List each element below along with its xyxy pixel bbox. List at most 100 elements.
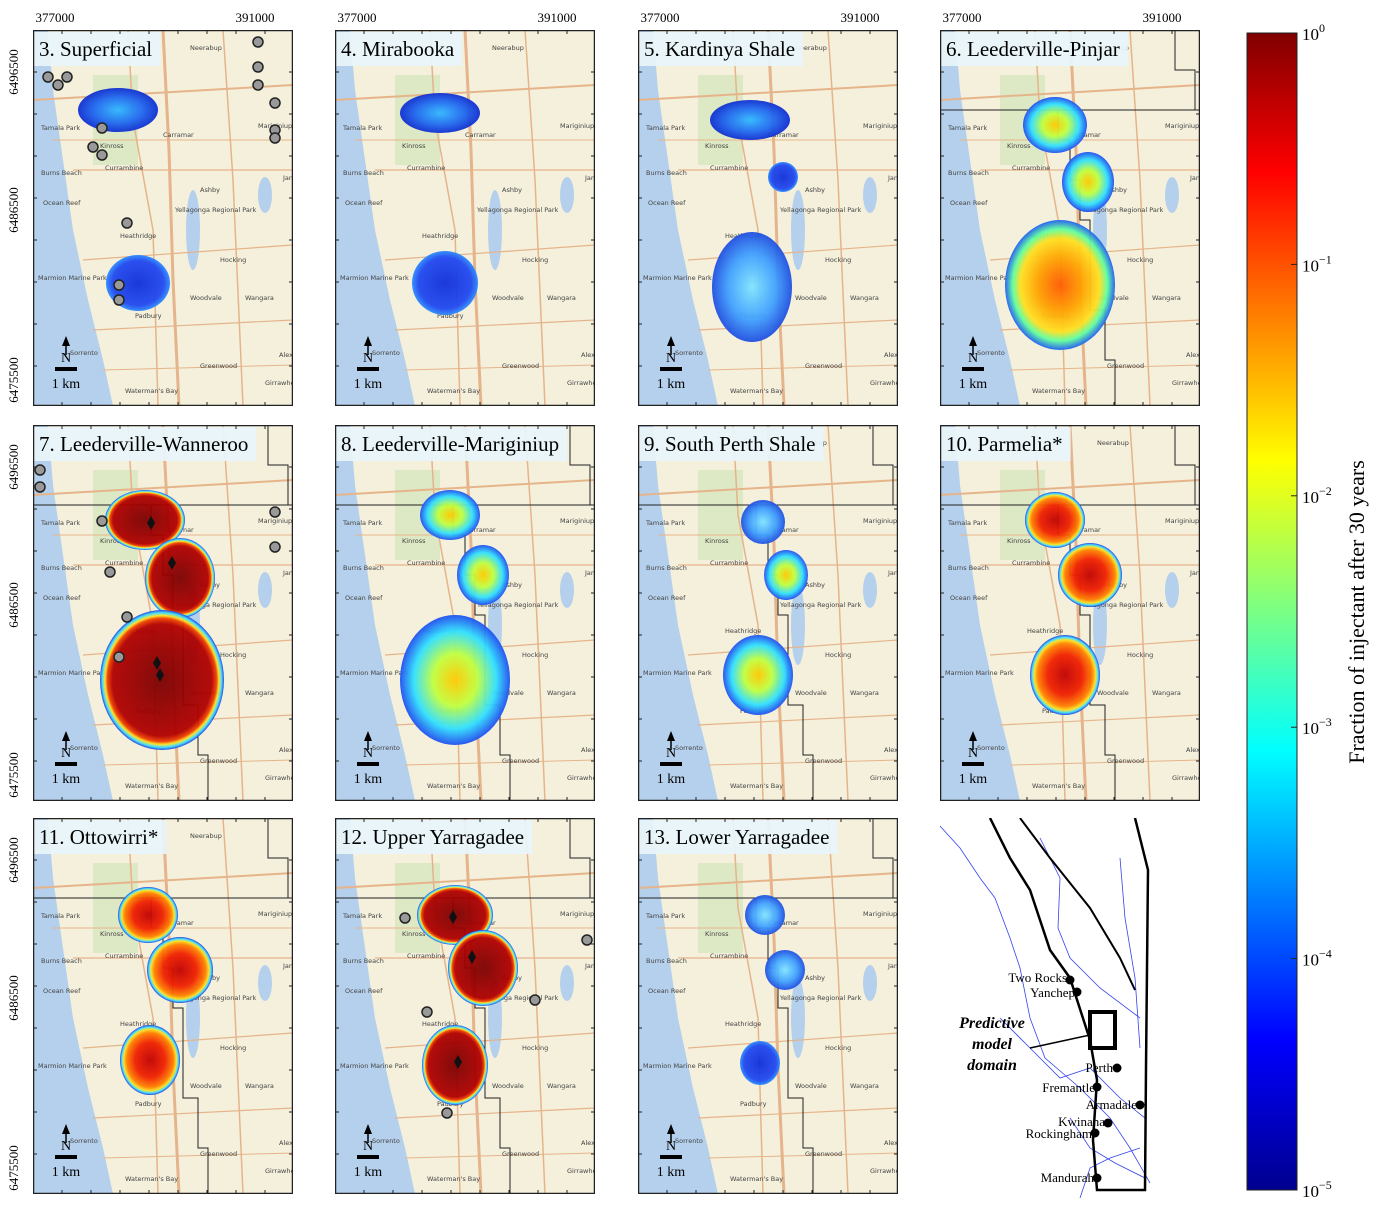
map-label: Hocking	[522, 256, 548, 264]
map-label: Ocean Reef	[43, 199, 81, 207]
map-panel: NeerabupTamala ParkKinrossCarramarMarigi…	[335, 818, 616, 1194]
north-label: N	[666, 746, 676, 761]
map-label: Marmion Marine Park	[945, 669, 1014, 677]
plume	[741, 500, 785, 544]
map-label: Currambine	[710, 164, 748, 172]
figure: NeerabupTamala ParkKinrossCarramarMarigi…	[0, 0, 1383, 1200]
well	[122, 218, 132, 228]
map-label: Waterman's Bay	[1032, 387, 1085, 395]
river	[1120, 858, 1140, 1048]
map-panel: NeerabupTamala ParkKinrossCarramarMarigi…	[335, 30, 616, 406]
plume	[1062, 152, 1114, 212]
well	[253, 62, 263, 72]
map-label: Hocking	[522, 651, 548, 659]
plume	[723, 635, 793, 715]
map-label: Woodvale	[1097, 689, 1129, 697]
domain-box	[1090, 1012, 1115, 1048]
y-tick-label: 6486500	[6, 975, 21, 1021]
map-label: Greenwood	[200, 757, 237, 765]
map-label: Tamala Park	[342, 124, 382, 132]
map-label: Alexa Heig	[884, 1139, 919, 1147]
panel-title: 5. Kardinya Shale	[644, 37, 795, 61]
map-label: Jan	[887, 569, 898, 577]
map-label: Mariginiup	[560, 517, 594, 525]
map-label: Mariginiup	[560, 122, 594, 130]
town-label: Mandurah	[1041, 1170, 1095, 1185]
map-label: Marmion Marine Park	[340, 669, 409, 677]
map-label: Tamala Park	[645, 519, 685, 527]
map-panel: NeerabupTamala ParkKinrossCarramarMarigi…	[33, 818, 314, 1194]
map-label: Woodvale	[795, 689, 827, 697]
north-label: N	[666, 1139, 676, 1154]
scale-bar	[55, 762, 77, 766]
map-label: Girrawheen	[265, 1167, 303, 1175]
scale-bar	[357, 762, 379, 766]
town-label: Yanchep	[1030, 985, 1075, 1000]
map-label: Waterman's Bay	[125, 1175, 178, 1183]
map-label: Alexa Heig	[884, 746, 919, 754]
map-label: Greenwood	[200, 1150, 237, 1158]
map-label: Jan	[887, 174, 898, 182]
map-label: Mariginiup	[1165, 122, 1199, 130]
map-label: Waterman's Bay	[125, 387, 178, 395]
tick-base: 10	[1302, 951, 1319, 970]
colorbar-tick-label: 10−4	[1302, 947, 1332, 970]
map-label: Hocking	[1127, 256, 1153, 264]
map-label: Marmion Marine Park	[643, 1062, 712, 1070]
x-tick-label: 377000	[36, 10, 75, 25]
scale-label: 1 km	[657, 1165, 686, 1180]
map-label: Burns Beach	[948, 564, 989, 572]
map-label: Girrawheen	[870, 774, 908, 782]
map-label: Padbury	[135, 312, 162, 320]
map-label: Yellagonga Regional Park	[779, 994, 861, 1002]
lake	[560, 572, 574, 608]
map-label: Padbury	[740, 1100, 767, 1108]
lake	[863, 965, 877, 1001]
map-panel: NeerabupTamala ParkKinrossCarramarMarigi…	[940, 425, 1221, 801]
map-label: Alexa Heig	[279, 1139, 314, 1147]
plume	[120, 1025, 180, 1095]
well	[43, 72, 53, 82]
map-label: Currambine	[1012, 559, 1050, 567]
map-label: Ocean Reef	[345, 199, 383, 207]
map-label: Hocking	[220, 256, 246, 264]
map-label: Yellagonga Regional Park	[779, 601, 861, 609]
basin-boundary	[1020, 818, 1135, 990]
scale-label: 1 km	[354, 377, 383, 392]
map-label: Girrawheen	[870, 379, 908, 387]
scale-bar	[962, 367, 984, 371]
panel-title: 3. Superficial	[39, 37, 152, 61]
well	[270, 98, 280, 108]
scale-label: 1 km	[52, 772, 81, 787]
map-label: Jan	[282, 962, 293, 970]
map-label: Greenwood	[502, 362, 539, 370]
colorbar-tick-label: 10−5	[1302, 1178, 1332, 1200]
map-label: Sorrento	[372, 1137, 400, 1145]
map-label: Neerabup	[1097, 439, 1129, 447]
tick-exponent: −5	[1319, 1178, 1332, 1192]
plume	[400, 93, 480, 133]
tick-base: 10	[1302, 719, 1319, 738]
map-label: Kinross	[705, 930, 729, 938]
town-label: Rockingham	[1026, 1126, 1092, 1141]
map-label: Heathridge	[1027, 627, 1063, 635]
tick-base: 10	[1302, 1182, 1319, 1200]
map-label: Tamala Park	[645, 912, 685, 920]
y-tick-label: 6496500	[6, 444, 21, 490]
map-label: Waterman's Bay	[427, 387, 480, 395]
north-label: N	[363, 1139, 373, 1154]
panel-title: 13. Lower Yarragadee	[644, 825, 829, 849]
plume	[712, 232, 792, 342]
lake	[560, 965, 574, 1001]
x-tick-label: 391000	[841, 10, 880, 25]
tick-base: 10	[1302, 488, 1319, 507]
lake	[186, 190, 200, 270]
x-tick-label: 377000	[641, 10, 680, 25]
map-label: Wangara	[850, 1082, 879, 1090]
plume	[768, 162, 798, 192]
map-label: Sorrento	[372, 744, 400, 752]
map-label: Sorrento	[675, 349, 703, 357]
north-label: N	[61, 351, 71, 366]
map-label: Burns Beach	[646, 169, 687, 177]
map-panel: NeerabupTamala ParkKinrossCarramarMarigi…	[638, 30, 919, 406]
